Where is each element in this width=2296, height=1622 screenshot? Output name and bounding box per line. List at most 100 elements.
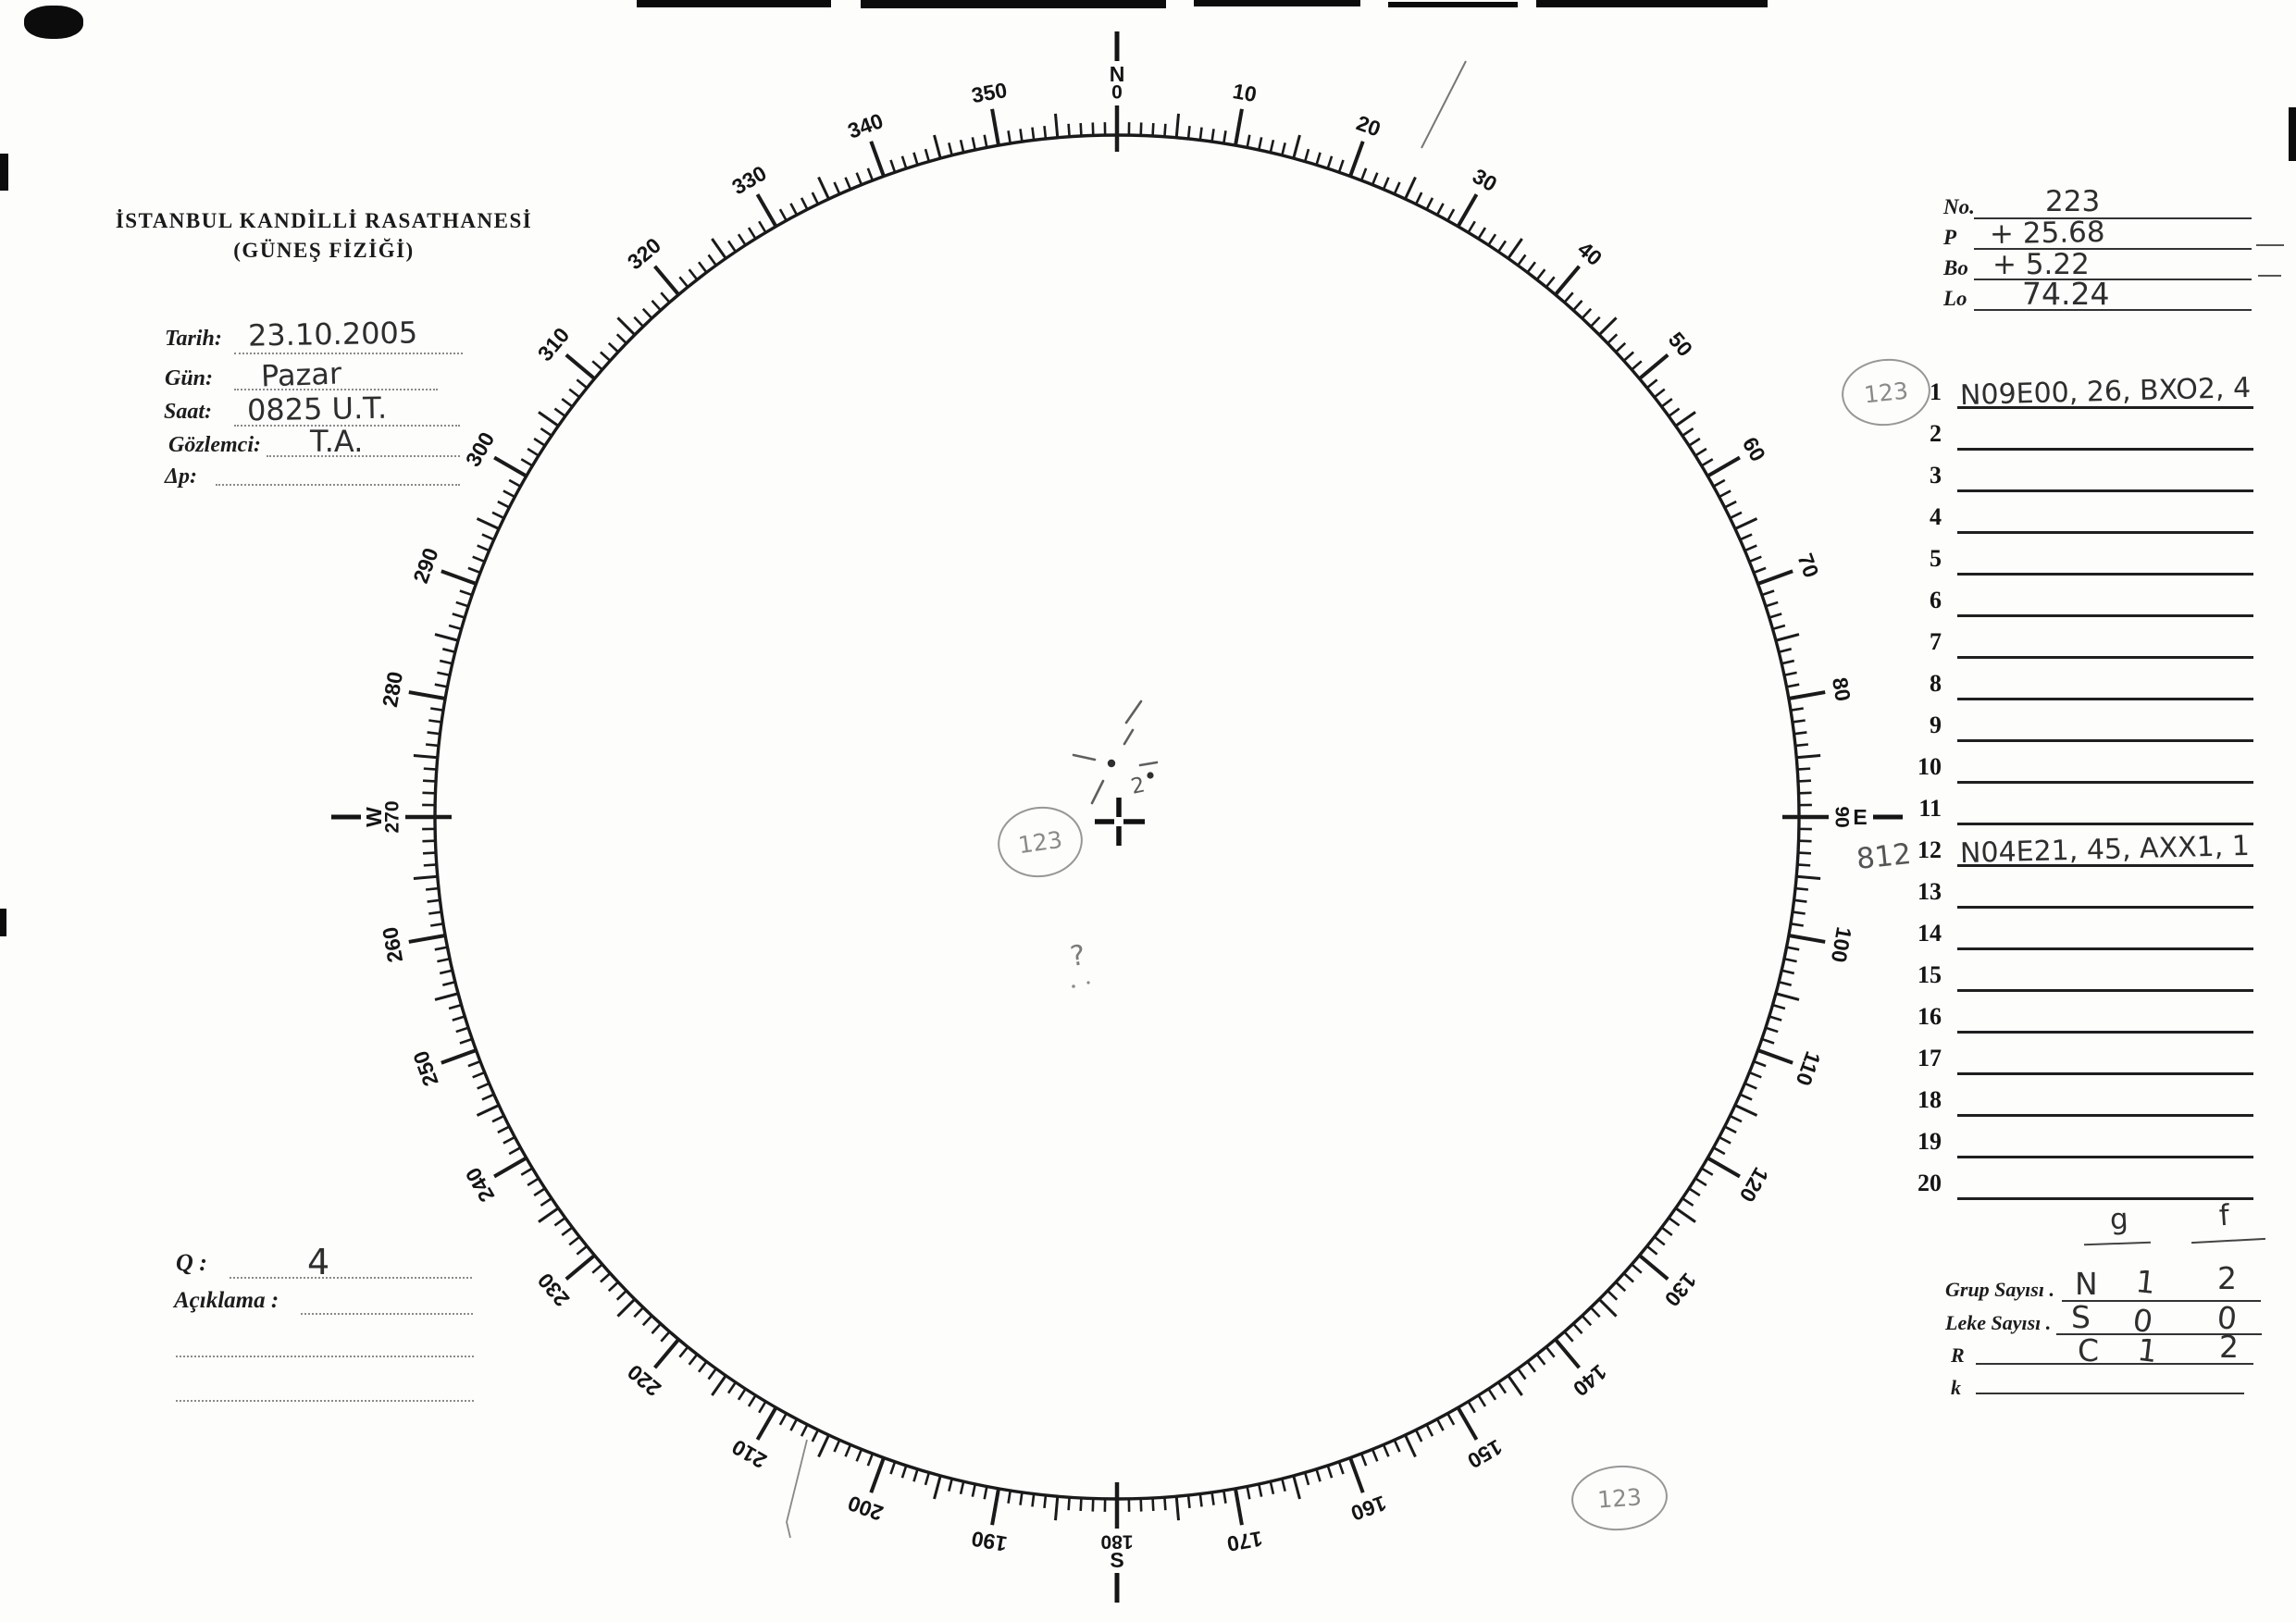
- degree-tick: [737, 233, 747, 246]
- degree-label: 80: [1828, 675, 1855, 703]
- degree-tick: [1668, 407, 1681, 417]
- field-label-gun: Gün:: [165, 366, 214, 390]
- degree-tick: [1772, 624, 1786, 631]
- field-line-gozlemci: [267, 455, 460, 457]
- degree-tick: [1210, 129, 1215, 142]
- degree-tick: [789, 1418, 799, 1431]
- degree-tick: [1688, 1187, 1701, 1197]
- degree-tick: [1793, 898, 1807, 903]
- degree-tick: [481, 1093, 495, 1101]
- degree-tick: [1783, 957, 1797, 963]
- degree-tick: [707, 1368, 717, 1381]
- degree-tick: [1790, 707, 1804, 712]
- degree-tick: [651, 1322, 662, 1334]
- list-row-line: [1957, 489, 2253, 492]
- degree-tick: [1526, 261, 1537, 274]
- degree-tick: [688, 1353, 699, 1366]
- degree-tick: [533, 1187, 546, 1197]
- cardinal-degree-label: 0: [1111, 82, 1123, 104]
- degree-tick: [971, 137, 977, 151]
- aciklama-line-1: [301, 1313, 473, 1315]
- degree-tick: [1382, 1443, 1390, 1457]
- degree-tick: [1269, 139, 1275, 154]
- ephemeris-line-bo: [1974, 279, 2252, 280]
- summary-value-grup-letter: N: [2075, 1266, 2098, 1302]
- degree-tick: [441, 981, 456, 986]
- ephemeris-line-bo-tail: [2258, 275, 2281, 277]
- degree-tick: [755, 193, 778, 228]
- list-row-line: [1957, 573, 2253, 576]
- degree-tick: [855, 172, 863, 186]
- degree-tick: [1446, 1412, 1456, 1426]
- degree-tick: [476, 517, 500, 530]
- degree-tick: [651, 300, 662, 312]
- degree-tick: [1517, 254, 1527, 266]
- degree-tick: [1163, 1497, 1167, 1511]
- degree-tick: [576, 1244, 589, 1256]
- cardinal-degree-label: 270: [382, 800, 403, 833]
- list-row-number: 9: [1930, 712, 1942, 738]
- degree-tick: [789, 203, 799, 216]
- degree-tick: [1598, 1298, 1618, 1318]
- list-row-line: [1957, 947, 2253, 950]
- degree-tick: [1719, 489, 1731, 499]
- degree-tick: [491, 511, 505, 520]
- degree-tick: [817, 1434, 830, 1458]
- degree-tick: [1054, 113, 1060, 138]
- sunspot-dot: [1147, 772, 1154, 779]
- degree-tick: [1435, 1418, 1445, 1431]
- list-row-number: 13: [1917, 878, 1942, 905]
- field-line-gun: [234, 389, 438, 390]
- summary-value-r-f: 2: [2219, 1329, 2239, 1365]
- degree-tick: [633, 1306, 644, 1319]
- degree-tick: [1043, 1494, 1048, 1509]
- degree-tick: [844, 1443, 852, 1457]
- degree-tick: [615, 333, 627, 344]
- degree-tick: [441, 1048, 478, 1065]
- degree-tick: [778, 1412, 788, 1426]
- degree-tick: [758, 1401, 767, 1414]
- degree-tick: [1326, 1465, 1334, 1479]
- degree-tick: [553, 407, 566, 417]
- degree-tick: [1477, 227, 1487, 240]
- ephemeris-line-lo: [1974, 309, 2252, 311]
- sunspot-pencil-marks: [1072, 700, 1159, 805]
- degree-tick: [1572, 1322, 1583, 1334]
- degree-tick: [1371, 172, 1379, 186]
- degree-tick: [434, 683, 448, 688]
- degree-tick: [425, 743, 440, 748]
- degree-tick: [1054, 1496, 1060, 1521]
- degree-tick: [1414, 1429, 1423, 1442]
- list-row-number: 18: [1917, 1086, 1942, 1113]
- degree-tick: [1769, 1015, 1782, 1021]
- degree-tick: [600, 351, 612, 362]
- degree-tick: [1281, 142, 1286, 156]
- degree-tick: [1756, 1048, 1793, 1065]
- degree-tick: [441, 648, 456, 653]
- degree-tick: [538, 1207, 560, 1223]
- degree-tick: [497, 500, 510, 509]
- degree-tick: [1674, 411, 1696, 427]
- degree-tick: [1712, 1146, 1726, 1156]
- summary-value-r-letter: C: [2078, 1332, 2100, 1368]
- degree-tick: [1186, 125, 1191, 140]
- degree-tick: [1638, 353, 1669, 380]
- degree-tick: [1631, 1263, 1643, 1274]
- degree-tick: [1794, 886, 1809, 891]
- summary-line-r: [1976, 1363, 2253, 1365]
- degree-tick: [561, 397, 574, 408]
- field-label-tarih: Tarih:: [165, 327, 222, 351]
- degree-tick: [641, 1315, 653, 1327]
- list-row-line: [1957, 1197, 2253, 1200]
- degree-tick: [900, 155, 908, 169]
- degree-tick: [540, 1197, 552, 1207]
- list-row-line: [1957, 531, 2253, 534]
- degree-tick: [1151, 122, 1155, 137]
- list-row-line: [1957, 1156, 2253, 1158]
- degree-tick: [1765, 601, 1779, 608]
- aciklama-line-3: [176, 1400, 474, 1402]
- degree-tick: [434, 992, 459, 1001]
- degree-tick: [1761, 1037, 1775, 1045]
- scan-artifact: [1536, 0, 1768, 7]
- degree-tick: [1079, 1497, 1083, 1512]
